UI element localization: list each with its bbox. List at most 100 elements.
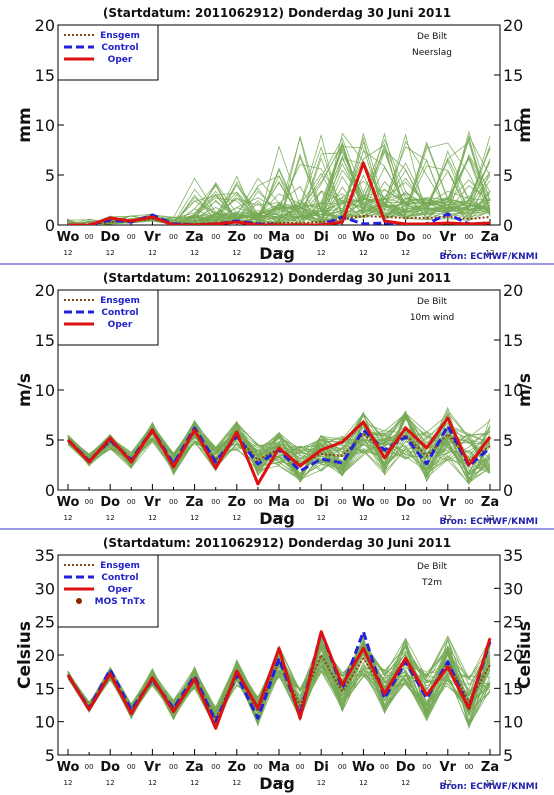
x-hour-label: 12 [275, 249, 284, 257]
y-tick-label-right: 25 [503, 613, 523, 632]
y-axis-label: Celsius [15, 621, 35, 689]
x-hour-label: 12 [359, 779, 368, 787]
x-day-label: Vr [144, 230, 161, 245]
y-tick-label: 15 [35, 331, 55, 350]
x-day-label: Zo [228, 495, 246, 510]
y-tick-label-right: 15 [503, 679, 523, 698]
y-tick-label-right: 0 [503, 216, 513, 235]
x-hour-label: 12 [486, 249, 495, 257]
x-hour-label: 12 [148, 249, 157, 257]
y-tick-label-right: 30 [503, 579, 523, 598]
x-hour-label: 12 [106, 514, 115, 522]
x-hour-label: 00 [464, 763, 473, 771]
source-label: Bron: ECMWF/KNMI [439, 517, 538, 527]
data-layer [66, 406, 492, 486]
location-label: De Bilt [417, 32, 448, 42]
x-hour-label: 00 [169, 233, 178, 241]
y-tick-label-right: 35 [503, 546, 523, 565]
y-tick-label: 5 [45, 746, 55, 765]
legend: Ensgem Control Oper [57, 289, 159, 346]
x-hour-label: 12 [359, 514, 368, 522]
x-day-label: Do [396, 760, 416, 775]
legend-label-oper: Oper [108, 55, 133, 65]
x-day-label: Wo [57, 495, 80, 510]
legend-swatch-mos [76, 598, 82, 604]
x-day-label: Za [481, 760, 499, 775]
x-hour-label: 00 [211, 233, 220, 241]
x-hour-label: 00 [380, 498, 389, 506]
location-label: De Bilt [417, 297, 448, 307]
x-axis-label: Dag [259, 244, 295, 263]
x-hour-label: 12 [148, 514, 157, 522]
x-hour-label: 12 [486, 514, 495, 522]
x-day-label: Vr [144, 495, 161, 510]
x-day-label: Wo [57, 230, 80, 245]
source-label: Bron: ECMWF/KNMI [439, 782, 538, 792]
x-day-label: Za [481, 495, 499, 510]
y-axis-label-right: m/s [515, 373, 535, 407]
x-hour-label: 12 [317, 249, 326, 257]
x-hour-label: 00 [380, 233, 389, 241]
y-tick-label-right: 10 [503, 116, 523, 135]
x-hour-label: 12 [148, 779, 157, 787]
x-day-label: Vr [144, 760, 161, 775]
x-day-label: Zo [228, 760, 246, 775]
x-day-label: Vr [440, 760, 457, 775]
ensemble-member-line [67, 413, 491, 476]
x-day-label: Do [100, 495, 120, 510]
panel-2: (Startdatum: 2011062912) Donderdag 30 Ju… [15, 271, 538, 528]
x-day-label: Ma [268, 760, 290, 775]
series-line-oper [66, 416, 492, 486]
legend-label-oper: Oper [108, 320, 133, 330]
y-axis-label: mm [15, 107, 35, 142]
x-hour-label: 00 [422, 233, 431, 241]
y-tick-label: 10 [35, 116, 55, 135]
x-hour-label: 00 [127, 763, 136, 771]
series-line-oper [68, 161, 491, 225]
y-tick-label-right: 20 [503, 16, 523, 35]
y-tick-label: 5 [45, 431, 55, 450]
y-tick-label-right: 5 [503, 431, 513, 450]
location-label: De Bilt [417, 562, 448, 572]
x-hour-label: 12 [190, 779, 199, 787]
x-hour-label: 00 [85, 498, 94, 506]
x-hour-label: 00 [253, 233, 262, 241]
ensemble-member-line [67, 655, 491, 726]
x-hour-label: 00 [464, 233, 473, 241]
x-hour-label: 00 [211, 498, 220, 506]
x-day-label: Do [100, 760, 120, 775]
x-hour-label: 12 [401, 779, 410, 787]
x-day-label: Wo [352, 760, 375, 775]
x-day-label: Wo [352, 495, 375, 510]
y-tick-label-right: 15 [503, 66, 523, 85]
x-hour-label: 12 [443, 249, 452, 257]
y-tick-label: 15 [35, 66, 55, 85]
x-day-label: Wo [352, 230, 375, 245]
y-tick-label-right: 5 [503, 166, 513, 185]
legend-box [57, 289, 159, 346]
legend: Ensgem Control Oper [57, 24, 159, 81]
x-day-label: Di [314, 495, 329, 510]
panel-3: (Startdatum: 2011062912) Donderdag 30 Ju… [15, 536, 538, 793]
y-tick-label: 5 [45, 166, 55, 185]
x-hour-label: 12 [486, 779, 495, 787]
x-day-label: Ma [268, 495, 290, 510]
x-axis-label: Dag [259, 774, 295, 793]
x-hour-label: 12 [232, 514, 241, 522]
x-hour-label: 00 [338, 498, 347, 506]
ensemble-member-line [67, 412, 491, 481]
y-tick-label-right: 10 [503, 713, 523, 732]
x-hour-label: 12 [64, 249, 73, 257]
y-axis-label: m/s [15, 373, 35, 407]
legend-label-oper: Oper [108, 585, 133, 595]
ensemble-member-line [67, 148, 491, 225]
y-tick-label-right: 10 [503, 381, 523, 400]
data-layer [66, 630, 492, 730]
x-hour-label: 12 [275, 779, 284, 787]
x-hour-label: 00 [380, 763, 389, 771]
y-tick-label: 0 [45, 481, 55, 500]
x-hour-label: 00 [338, 233, 347, 241]
x-hour-label: 00 [296, 233, 305, 241]
x-day-label: Di [314, 760, 329, 775]
